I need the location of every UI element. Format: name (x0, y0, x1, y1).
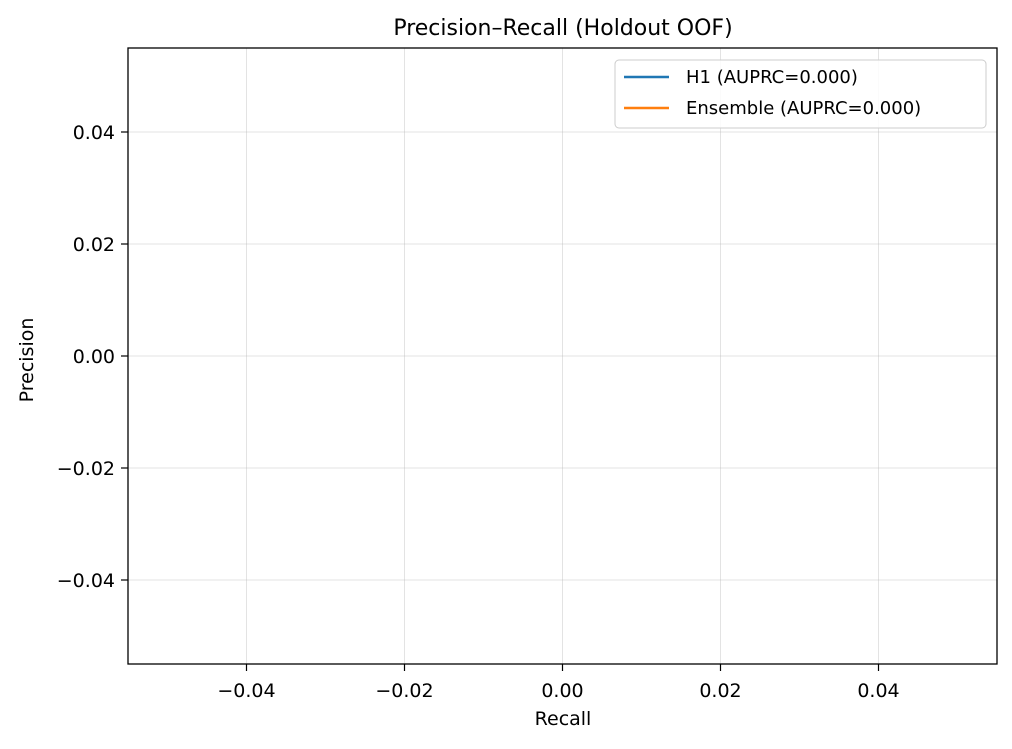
x-tick-label: 0.04 (857, 680, 899, 702)
y-tick-label: 0.04 (73, 122, 115, 144)
x-axis-label: Recall (535, 708, 592, 730)
y-axis: −0.04 −0.02 0.00 0.02 0.04 (57, 122, 128, 592)
y-tick-label: 0.02 (73, 234, 115, 256)
y-tick-label: 0.00 (73, 346, 115, 368)
legend: H1 (AUPRC=0.000) Ensemble (AUPRC=0.000) (614, 59, 987, 129)
x-tick-label: −0.02 (375, 680, 433, 702)
x-axis: −0.04 −0.02 0.00 0.02 0.04 (217, 664, 900, 702)
legend-label-1: Ensemble (AUPRC=0.000) (686, 98, 921, 119)
legend-box (614, 59, 987, 129)
y-tick-label: −0.04 (57, 570, 115, 592)
grid-lines (128, 48, 997, 664)
y-axis-label: Precision (16, 318, 38, 403)
chart-title: Precision–Recall (Holdout OOF) (393, 16, 732, 41)
x-tick-label: 0.00 (541, 680, 583, 702)
x-tick-label: −0.04 (217, 680, 275, 702)
x-tick-label: 0.02 (699, 680, 741, 702)
legend-label-0: H1 (AUPRC=0.000) (686, 67, 858, 88)
y-tick-label: −0.02 (57, 458, 115, 480)
